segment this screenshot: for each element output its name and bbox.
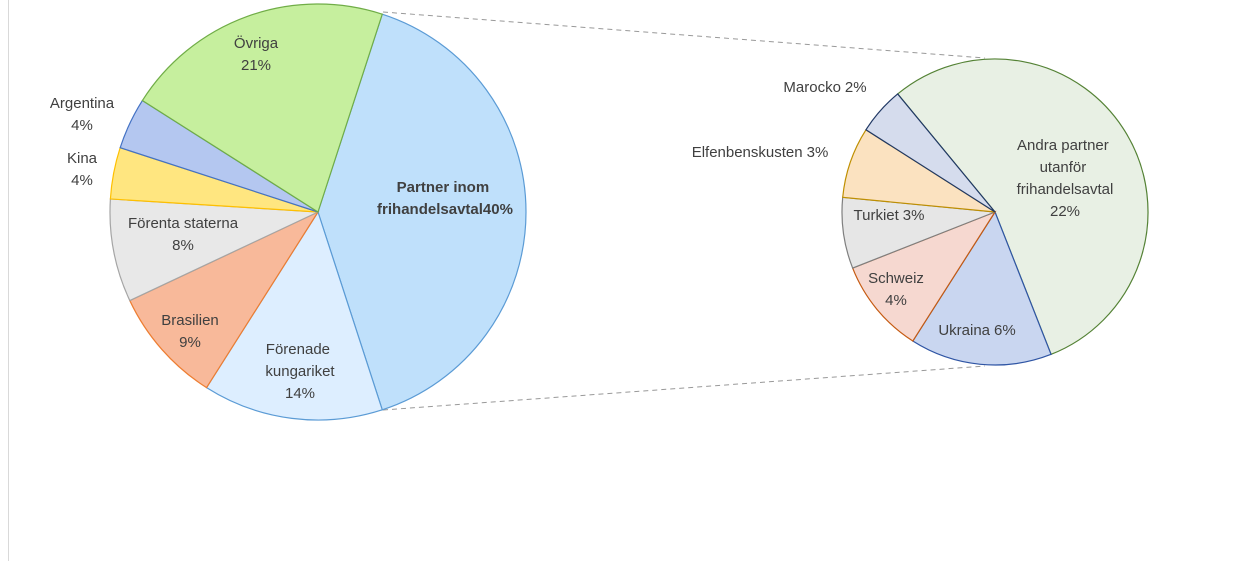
slice-name: Brasilien (161, 312, 219, 329)
label-line: Argentina (50, 95, 115, 112)
pie-slice (317, 13, 527, 411)
slice-name: Elfenbenskusten (692, 144, 803, 161)
slice-name: Schweiz (868, 270, 924, 287)
slice-value-label: 6% (994, 322, 1016, 339)
connector (382, 11, 986, 59)
slice-name: Turkiet (854, 207, 900, 224)
slice-label: Marocko 2% (783, 79, 866, 96)
slice-label: Argentina 4% (50, 95, 115, 134)
slice-name: Övriga (234, 34, 279, 52)
label-line: Andra partner (1017, 137, 1113, 154)
slice-value-label: 3% (807, 144, 829, 161)
label-line: Elfenbenskusten (692, 144, 803, 161)
pie-slice (128, 210, 320, 389)
slice-label: Övriga 21% (234, 34, 279, 74)
slice-label: Turkiet 3% (854, 207, 925, 224)
slice-label: Elfenbenskusten 3% (692, 144, 829, 161)
pie-slice (851, 210, 997, 342)
slice-name: Partner inom frihandelsavtal (377, 179, 493, 218)
slice-value-label: 4% (71, 172, 93, 189)
label-line: utanför (1040, 159, 1091, 176)
slice-label: Partner inom frihandelsavtal40% (377, 179, 513, 218)
label-line: kungariket (265, 363, 335, 380)
slice-value-label: 4% (885, 292, 907, 309)
label-line: Förenade (266, 341, 334, 358)
label-line: Kina (67, 150, 98, 167)
slice-value-label: 21% (241, 57, 271, 74)
label-line: frihandelsavtal (1017, 181, 1114, 198)
slice-label: Schweiz 4% (868, 270, 924, 309)
label-line: Brasilien (161, 312, 219, 329)
pie-slice (205, 210, 384, 421)
slice-name: Förenta staterna (128, 215, 239, 232)
slice-value-label: 8% (172, 237, 194, 254)
pie-slice (865, 93, 996, 213)
label-line: Partner inom (397, 179, 494, 196)
pie-slice (109, 198, 319, 302)
slice-name: Marocko (783, 79, 841, 96)
label-line: Övriga (234, 34, 279, 52)
slice-label: Kina 4% (67, 150, 98, 189)
slice-value-label: 4% (71, 117, 93, 134)
slice-label: Andra partner utanför frihandelsavtal 22% (1017, 137, 1114, 220)
connector (382, 365, 986, 411)
label-line: Marocko (783, 79, 841, 96)
label-line: frihandelsavtal (377, 201, 483, 218)
pie-slice (896, 58, 1149, 356)
slice-value-label: 3% (903, 207, 925, 224)
slice-label: Ukraina 6% (938, 322, 1015, 339)
slice-label: Förenade kungariket 14% (265, 341, 335, 402)
label-line: Förenta staterna (128, 215, 239, 232)
pie-slice (141, 3, 384, 213)
slice-value-label: 40% (483, 201, 513, 218)
label-line: Ukraina (938, 322, 990, 339)
slice-name: Förenade kungariket (265, 341, 335, 380)
slice-name: Andra partner utanför frihandelsavtal (1017, 137, 1114, 198)
label-line: Turkiet (854, 207, 900, 224)
slice-name: Argentina (50, 95, 115, 112)
slice-value-label: 14% (285, 385, 315, 402)
pie-slice (911, 210, 1052, 366)
slice-label: Förenta staterna 8% (128, 215, 239, 254)
slice-name: Ukraina (938, 322, 990, 339)
slice-value-label: 9% (179, 334, 201, 351)
slice-label: Brasilien 9% (161, 312, 219, 351)
slice-value-label: 2% (845, 79, 867, 96)
slice-name: Kina (67, 150, 98, 167)
label-line: Schweiz (868, 270, 924, 287)
slice-value-label: 22% (1050, 203, 1080, 220)
